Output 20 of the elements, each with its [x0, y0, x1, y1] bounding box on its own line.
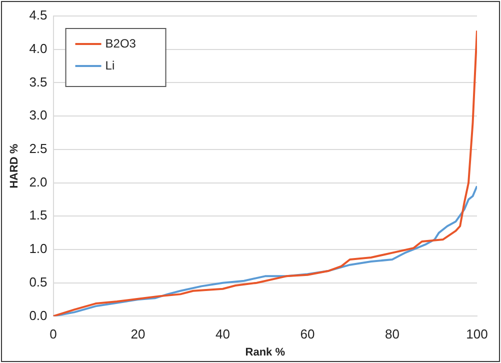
y-tick-label: 4.5 [29, 8, 48, 23]
x-tick-label: 0 [50, 326, 57, 342]
y-tick-label: 4.0 [29, 40, 48, 56]
x-axis-title: Rank % [245, 346, 286, 358]
x-tick-label: 60 [300, 326, 315, 342]
legend-label: Li [105, 58, 115, 72]
x-tick-label: 100 [466, 326, 488, 342]
y-tick-label: 1.0 [29, 241, 48, 256]
y-axis-title: HARD % [8, 144, 21, 188]
y-tick-label: 2.0 [29, 174, 48, 190]
x-tick-label: 20 [130, 326, 146, 342]
legend-label: B2O3 [105, 36, 136, 50]
y-tick-label: 0.5 [29, 274, 48, 290]
x-tick-label: 40 [216, 326, 230, 342]
y-tick-label: 1.5 [29, 208, 48, 223]
y-tick-label: 0.0 [29, 308, 48, 323]
x-tick-label: 80 [385, 326, 400, 342]
y-tick-label: 3.5 [29, 74, 48, 90]
y-tick-label: 3.0 [29, 108, 48, 123]
y-tick-label: 2.5 [29, 141, 48, 156]
